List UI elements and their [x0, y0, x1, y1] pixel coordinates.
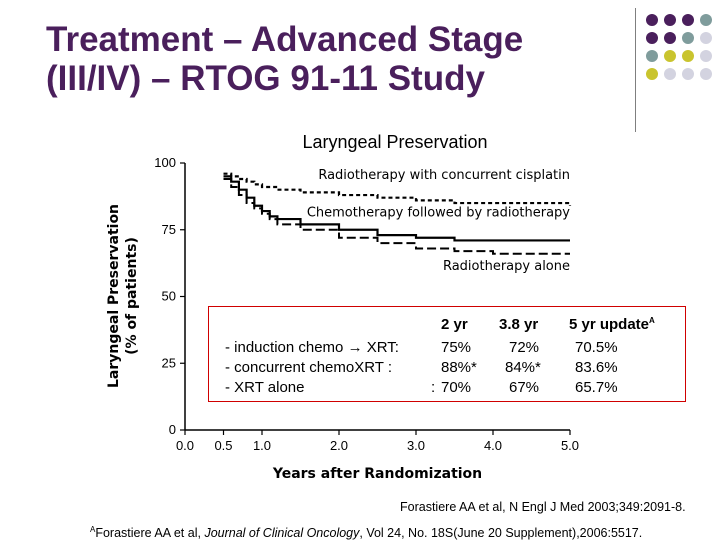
decorative-dot	[664, 50, 676, 62]
x-tick-label: 0.5	[214, 438, 232, 453]
reference-jco-journal: Journal of Clinical Oncology	[204, 526, 360, 541]
row-xrt-colon: :	[431, 379, 436, 396]
reference-nejm: Forastiere AA et al, N Engl J Med 2003;3…	[400, 500, 686, 514]
chart-title: Laryngeal Preservation	[302, 132, 488, 152]
slide-title-line2: (III/IV) – RTOG 91-11 Study	[46, 59, 485, 98]
row-xrt-3-8yr: 67%	[509, 379, 540, 396]
row-induction-5yr: 70.5%	[575, 339, 618, 356]
row-concurrent-5yr: 83.6%	[575, 359, 618, 376]
row-concurrent-2yr: 88%*	[441, 359, 477, 376]
decorative-dot	[664, 14, 676, 26]
row-concurrent-3-8yr: 84%*	[505, 359, 541, 376]
decorative-dot	[682, 50, 694, 62]
title-divider	[635, 8, 636, 132]
decorative-dot	[682, 32, 694, 44]
reference-jco: AForastiere AA et al, Journal of Clinica…	[90, 525, 642, 540]
row-xrt-label: - XRT alone	[225, 379, 305, 396]
decorative-dot	[646, 32, 658, 44]
col-header-5yr-text: 5 yr update	[569, 316, 650, 333]
x-tick-label: 2.0	[330, 438, 348, 453]
decorative-dot	[664, 68, 676, 80]
decorative-dot	[700, 50, 712, 62]
decorative-dot	[664, 32, 676, 44]
decorative-dot	[682, 68, 694, 80]
decorative-dot	[700, 68, 712, 80]
results-table: 2 yr 3.8 yr 5 yr updateA - induction che…	[208, 306, 686, 402]
decorative-dot	[646, 50, 658, 62]
x-tick-label: 3.0	[407, 438, 425, 453]
series-label-1: Radiotherapy with concurrent cisplatin	[318, 168, 570, 183]
reference-jco-authors: Forastiere AA et al,	[95, 526, 205, 541]
decorative-dot	[646, 68, 658, 80]
col-header-3-8yr: 3.8 yr	[499, 316, 539, 333]
series-line-3	[223, 178, 570, 255]
reference-jco-sup: A	[90, 525, 96, 534]
decorative-dot	[646, 14, 658, 26]
y-tick-label: 100	[154, 155, 176, 170]
series-line-1	[223, 172, 572, 206]
x-tick-label: 1.0	[253, 438, 271, 453]
row-induction-2yr: 75%	[441, 339, 472, 356]
y-tick-label: 25	[162, 355, 176, 370]
x-axis-label: Years after Randomization	[272, 466, 482, 482]
slide-title-line1: Treatment – Advanced Stage	[46, 20, 524, 59]
x-tick-label: 0.0	[176, 438, 194, 453]
row-induction-label: - induction chemo → XRT:	[225, 339, 399, 356]
row-xrt-2yr: 70%	[441, 379, 472, 396]
decorative-dot	[700, 32, 712, 44]
row-concurrent-label: - concurrent chemoXRT :	[225, 359, 393, 376]
decorative-dot	[700, 14, 712, 26]
y-axis-sublabel: (% of patients)	[124, 237, 140, 355]
series-line-2	[223, 175, 570, 242]
x-tick-label: 5.0	[561, 438, 579, 453]
y-tick-label: 0	[169, 422, 176, 437]
series-label-2: Chemotherapy followed by radiotherapy	[307, 205, 570, 220]
decorative-dot-grid	[646, 10, 718, 104]
col-header-2yr: 2 yr	[441, 316, 468, 333]
reference-jco-details: , Vol 24, No. 18S(June 20 Supplement),20…	[359, 526, 643, 541]
x-tick-label: 4.0	[484, 438, 502, 453]
row-xrt-5yr: 65.7%	[575, 379, 618, 396]
y-tick-label: 75	[162, 222, 176, 237]
row-induction-3-8yr: 72%	[509, 339, 540, 356]
decorative-dot	[682, 14, 694, 26]
y-tick-label: 50	[162, 289, 176, 304]
series-label-3: Radiotherapy alone	[443, 259, 570, 274]
col-header-sup: A	[649, 316, 655, 325]
slide-title: Treatment – Advanced Stage (III/IV) – RT…	[46, 20, 606, 98]
y-axis-label: Laryngeal Preservation	[106, 204, 122, 388]
col-header-5yr: 5 yr updateA	[569, 316, 655, 333]
